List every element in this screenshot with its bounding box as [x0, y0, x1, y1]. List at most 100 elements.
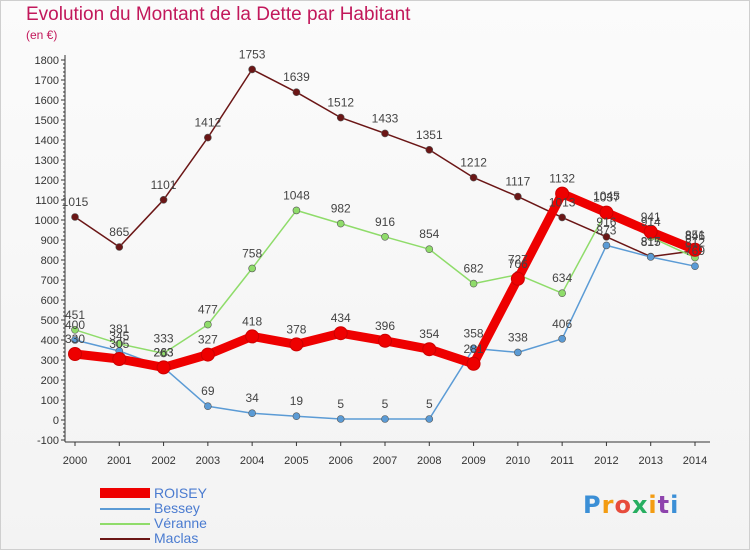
y-tick-label: 1000 [35, 215, 59, 227]
data-label: 381 [109, 322, 129, 336]
data-label: 354 [419, 327, 439, 341]
data-point [425, 415, 434, 423]
data-point [469, 173, 478, 182]
data-label: 1132 [549, 172, 575, 186]
data-label: 263 [154, 345, 174, 359]
data-point [466, 356, 481, 371]
legend-swatch-veranne [100, 523, 150, 525]
data-point [336, 219, 345, 228]
data-point [602, 233, 611, 241]
data-label: 400 [65, 318, 85, 332]
data-label: 1015 [62, 195, 89, 209]
data-point [336, 415, 345, 423]
data-label: 378 [286, 322, 306, 336]
y-tick-label: 300 [41, 355, 59, 367]
y-tick-label: 1400 [35, 135, 59, 147]
y-tick-label: 1200 [35, 175, 59, 187]
y-unit-label: (en €) [26, 28, 58, 42]
data-point [602, 241, 611, 250]
data-label: 333 [154, 331, 174, 345]
data-label: 1351 [416, 128, 443, 142]
data-label: 1639 [283, 70, 310, 84]
legend-label-roisey: ROISEY [154, 485, 207, 501]
data-label: 758 [242, 246, 262, 260]
data-label: 727 [508, 253, 528, 267]
data-point [292, 412, 301, 421]
legend-label-bessey: Bessey [154, 500, 200, 516]
x-tick-label: 2006 [328, 455, 352, 467]
data-point [156, 360, 171, 375]
data-label: 451 [65, 308, 85, 322]
data-point [333, 326, 348, 341]
data-label: 345 [109, 329, 129, 343]
x-tick-label: 2007 [373, 455, 397, 467]
data-point [115, 243, 124, 251]
data-point [425, 245, 434, 253]
x-tick-label: 2009 [461, 455, 485, 467]
data-point [643, 224, 658, 239]
y-tick-label: 600 [41, 295, 59, 307]
data-label: 1045 [593, 189, 620, 203]
data-point [646, 253, 655, 261]
data-label: 19 [290, 394, 304, 408]
data-point [204, 402, 212, 411]
data-label: 851 [685, 228, 705, 242]
y-tick-label: 1500 [35, 115, 59, 127]
x-tick-label: 2004 [240, 455, 264, 467]
y-tick-label: 400 [41, 335, 59, 347]
data-label: 873 [596, 223, 616, 237]
data-label: 1117 [505, 175, 530, 189]
data-label: 1512 [327, 96, 354, 110]
y-tick-label: 1100 [35, 195, 59, 207]
data-label: 916 [375, 215, 395, 229]
data-label: 634 [552, 271, 572, 285]
data-point [71, 336, 79, 344]
data-point [204, 320, 212, 329]
data-label: 327 [198, 333, 218, 347]
y-tick-label: 800 [41, 255, 59, 267]
data-label: 1433 [372, 111, 399, 125]
data-point [381, 129, 389, 138]
x-tick-label: 2010 [506, 455, 530, 467]
data-point [71, 213, 79, 221]
x-tick-label: 2000 [63, 455, 87, 467]
data-label: 34 [245, 391, 259, 405]
data-label: 5 [337, 397, 344, 411]
data-label: 406 [552, 317, 572, 331]
y-tick-label: 1800 [35, 55, 59, 67]
y-tick-label: 700 [41, 275, 59, 287]
data-point [691, 262, 699, 271]
data-label: 358 [464, 326, 484, 340]
data-point [555, 186, 570, 201]
y-tick-label: 1300 [35, 155, 59, 167]
data-label: 418 [242, 314, 262, 328]
data-label: 941 [641, 210, 661, 224]
legend-swatch-bessey [100, 508, 150, 510]
data-label: 815 [641, 235, 661, 249]
x-tick-label: 2002 [151, 455, 175, 467]
data-label: 1013 [549, 195, 576, 209]
y-tick-label: 500 [41, 315, 59, 327]
data-point [422, 342, 437, 357]
data-label: 330 [65, 332, 85, 346]
data-point [381, 233, 389, 241]
data-label: 5 [382, 397, 389, 411]
x-tick-label: 2012 [594, 455, 618, 467]
data-point [558, 334, 566, 343]
data-label: 1753 [239, 47, 266, 61]
data-point [599, 205, 614, 220]
data-point [289, 337, 304, 352]
data-point [558, 289, 566, 298]
y-tick-label: 1700 [35, 75, 59, 87]
data-point [292, 206, 301, 215]
data-point [71, 325, 79, 334]
legend-label-veranne: Véranne [154, 515, 207, 531]
data-label: 1048 [283, 188, 310, 202]
data-point [115, 339, 124, 348]
x-tick-label: 2003 [196, 455, 220, 467]
data-label: 682 [464, 262, 484, 276]
y-tick-label: 900 [41, 235, 59, 247]
data-label: 817 [641, 235, 661, 249]
data-label: 434 [331, 311, 351, 325]
